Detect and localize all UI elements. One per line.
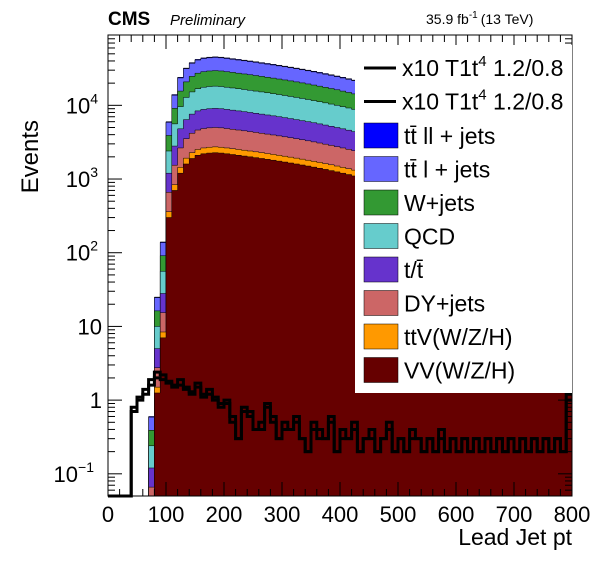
legend-label: t/t̄	[404, 257, 424, 283]
x-tick-label: 500	[380, 502, 417, 527]
legend-label: ttV(W/Z/H)	[404, 324, 513, 350]
legend-swatch	[363, 223, 399, 249]
lumi-superscript: -1	[469, 10, 478, 21]
legend-label: W+jets	[404, 190, 475, 216]
y-tick-label: 102	[66, 238, 98, 266]
legend-label: tt̄ l + jets	[404, 157, 490, 183]
y-tick-label: 10	[78, 314, 102, 339]
x-axis-title: Lead Jet pt	[458, 524, 572, 550]
signal-histograms	[108, 370, 572, 498]
energy-label: (13 TeV)	[481, 11, 534, 27]
x-tick-label: 300	[264, 502, 301, 527]
signal-line-1	[108, 376, 572, 498]
legend-swatch	[363, 290, 399, 316]
x-tick-label: 200	[206, 502, 243, 527]
legend-swatch	[363, 189, 399, 216]
x-tick-label: 400	[322, 502, 359, 527]
x-tick-label: 700	[496, 502, 533, 527]
y-tick-label: 1	[90, 388, 102, 413]
preliminary-label: Preliminary	[170, 12, 247, 29]
legend-label: DY+jets	[404, 291, 485, 317]
y-tick-label: 104	[66, 90, 98, 118]
legend-label: tt̄ ll + jets	[404, 123, 495, 149]
legend: x10 T1t4 1.2/0.8 x10 T1t4 1.2/0.8 tt̄ ll +…	[355, 45, 572, 393]
x-tick-label: 600	[438, 502, 475, 527]
y-axis-title: Events	[17, 120, 44, 193]
x-tick-label: 100	[148, 502, 185, 527]
legend-swatch	[363, 156, 399, 182]
cms-label: CMS	[108, 9, 150, 30]
legend-swatch	[363, 256, 399, 283]
legend-signal-label: x10 T1t4 1.2/0.8	[402, 53, 563, 81]
lumi-label: 35.9 fb-1 (13 TeV)	[426, 10, 533, 27]
x-tick-label: 800	[554, 502, 591, 527]
lumi-value: 35.9 fb	[426, 11, 469, 27]
legend-signal-label: x10 T1t4 1.2/0.8	[402, 87, 563, 115]
legend-label: QCD	[404, 224, 455, 250]
legend-swatch	[363, 323, 399, 350]
x-tick-label: 0	[102, 502, 114, 527]
legend-swatch	[363, 357, 399, 383]
legend-label: VV(W/Z/H)	[404, 358, 515, 384]
y-tick-label: 10−1	[54, 459, 95, 487]
y-tick-label: 103	[66, 164, 98, 192]
legend-swatch	[363, 122, 399, 149]
